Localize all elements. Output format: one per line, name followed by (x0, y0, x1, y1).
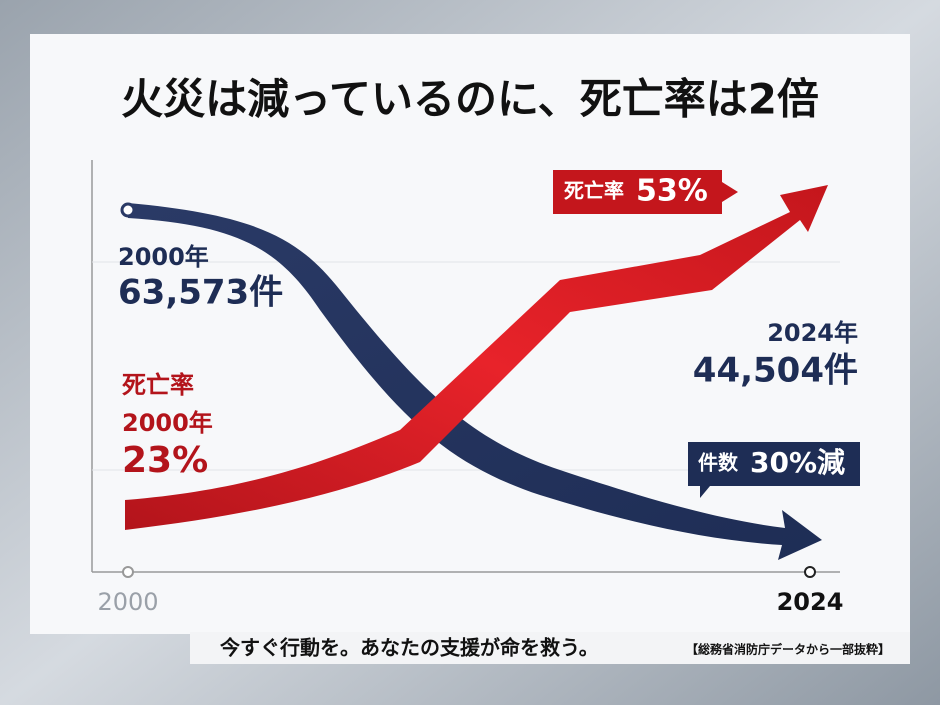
title: 火災は減っているのに、死亡率は2倍 (121, 75, 819, 124)
axis-dot (122, 566, 134, 578)
start-dot (120, 202, 136, 218)
footer-message: 今すぐ行動を。あなたの支援が命を救う。 (220, 636, 599, 660)
callout-label: 件数 (698, 451, 739, 475)
label: 63,573件 (118, 273, 283, 313)
label: 23% (122, 440, 208, 481)
footer-source: 【総務省消防庁データから一部抜粋】 (686, 642, 890, 657)
label: 死亡率 (122, 371, 194, 399)
label: 2000年 (122, 409, 213, 437)
callout-value: 53% (636, 174, 708, 209)
callout (553, 170, 738, 214)
death-rate-arrow (125, 185, 828, 530)
callout-label: 死亡率 (564, 179, 624, 203)
callout-value: 30%減 (750, 446, 845, 479)
callout (688, 442, 860, 498)
label: 2024年 (767, 319, 858, 347)
x-label: 2000 (97, 588, 158, 616)
label: 44,504件 (693, 351, 858, 391)
axis-dot (804, 566, 816, 578)
x-label: 2024 (777, 588, 844, 616)
label: 2000年 (118, 243, 209, 271)
fires-arrow (128, 203, 822, 560)
footer-bar (190, 632, 910, 664)
